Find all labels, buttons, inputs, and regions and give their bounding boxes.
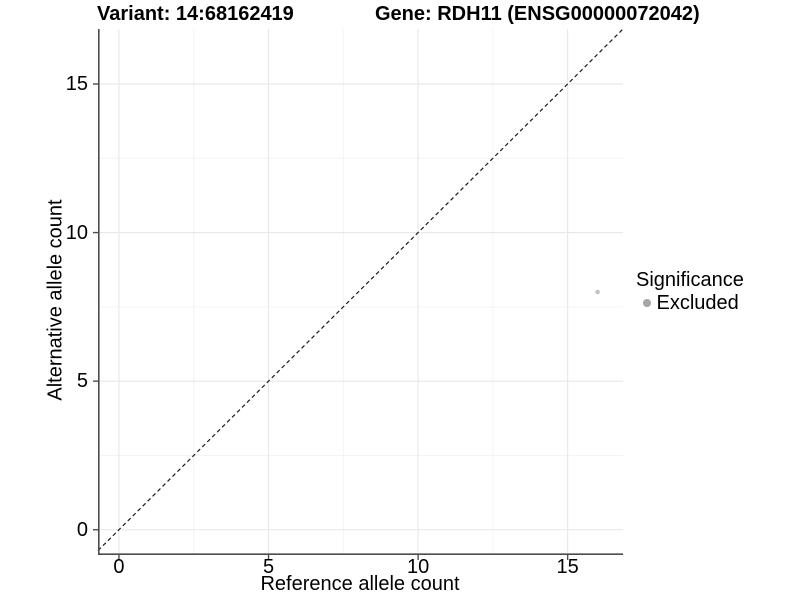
y-tick-label: 10 <box>65 221 88 244</box>
excluded-point-icon <box>643 299 651 307</box>
y-axis-title: Alternative allele count <box>44 199 67 401</box>
x-tick-label: 10 <box>406 556 430 578</box>
plot-panel <box>93 28 624 560</box>
x-tick-label: 0 <box>113 556 125 578</box>
x-tick-label: 15 <box>556 556 579 578</box>
identity-reference-line <box>97 28 624 551</box>
legend: Significance Excluded <box>636 269 744 314</box>
plot-canvas <box>93 28 624 560</box>
variant-title: Variant: 14:68162419 <box>97 3 294 25</box>
x-tick-label: 5 <box>262 556 275 578</box>
legend-item-excluded: Excluded <box>636 292 744 314</box>
legend-title: Significance <box>636 269 744 291</box>
y-tick-label: 5 <box>76 370 88 393</box>
gene-title: Gene: RDH11 (ENSG00000072042) <box>375 3 700 25</box>
x-axis-title: Reference allele count <box>260 573 460 595</box>
data-point <box>595 289 600 295</box>
legend-item-label: Excluded <box>656 292 739 314</box>
y-tick-label: 15 <box>65 72 88 95</box>
y-tick-label: 0 <box>76 518 88 541</box>
